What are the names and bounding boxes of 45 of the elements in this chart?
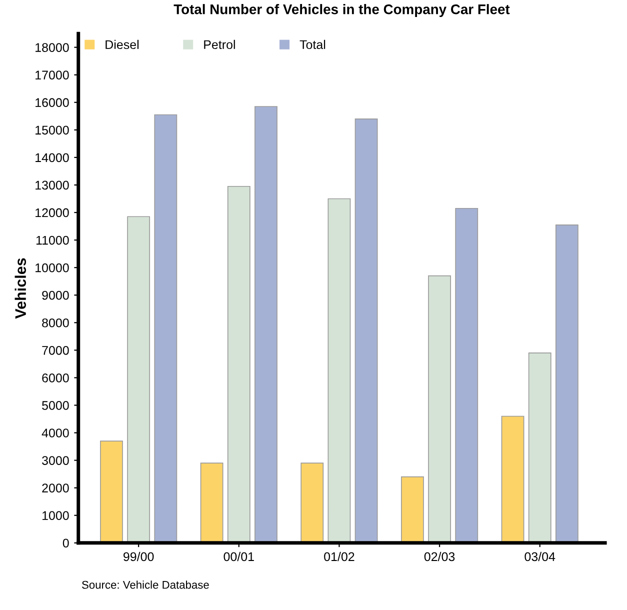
y-tick-label: 16000 <box>36 98 69 108</box>
y-tick-label: 7000 <box>42 346 69 355</box>
bar <box>200 462 224 543</box>
y-tick-label: 11000 <box>36 236 69 245</box>
chart-title: Total Number of Vehicles in the Company Car Fleet <box>174 4 510 17</box>
y-tick-label: 18000 <box>36 43 69 52</box>
legend-label: Total <box>300 40 326 50</box>
y-tick-label: 2000 <box>42 484 69 492</box>
source-note: Source: Vehicle Database <box>82 580 209 589</box>
y-tick-label: 9000 <box>42 290 69 300</box>
legend-label: Petrol <box>204 40 235 50</box>
y-tick-label: 8000 <box>42 318 69 328</box>
bar <box>328 198 351 543</box>
y-axis-title: Vehicles <box>14 258 26 319</box>
x-tick-label: 02/03 <box>424 552 455 562</box>
y-tick-label: 5000 <box>42 401 69 410</box>
bar <box>154 114 178 543</box>
y-tick-label: 3000 <box>42 456 69 465</box>
y-tick-label: 15000 <box>36 126 69 135</box>
bar <box>254 106 278 543</box>
bar <box>555 224 578 543</box>
y-tick-label: 1000 <box>42 511 69 520</box>
x-tick-label: 01/02 <box>324 552 354 562</box>
x-tick-label: 00/01 <box>224 552 254 562</box>
bar <box>455 208 478 543</box>
y-tick-label: 4000 <box>42 428 69 438</box>
y-tick-label: 13000 <box>36 180 69 190</box>
y-tick-label: 12000 <box>36 208 69 218</box>
x-tick-label: 03/04 <box>524 552 556 562</box>
bar <box>127 216 150 543</box>
legend-label: Diesel <box>106 40 139 50</box>
bar <box>400 476 424 543</box>
bar <box>354 118 378 543</box>
x-tick-label: 99/00 <box>124 552 154 562</box>
bar <box>227 186 250 543</box>
bar <box>100 440 123 543</box>
bar <box>501 416 524 543</box>
bar <box>528 352 552 543</box>
y-tick-label: 6000 <box>42 374 69 382</box>
y-tick-label: 14000 <box>36 153 69 162</box>
y-tick-label: 10000 <box>36 263 69 272</box>
y-tick-label: 0 <box>62 538 69 548</box>
bar <box>428 275 451 543</box>
y-tick-label: 17000 <box>36 70 69 80</box>
bar <box>300 462 324 543</box>
